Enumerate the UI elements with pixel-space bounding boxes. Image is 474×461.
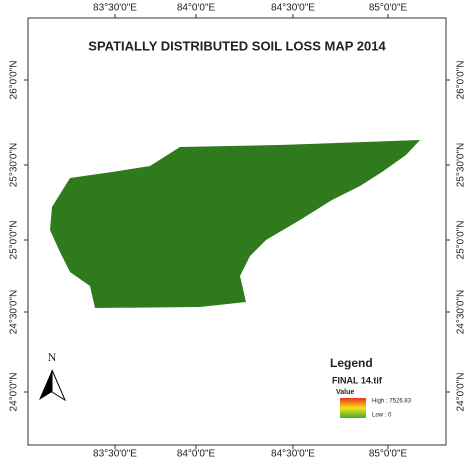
latitude-label: 24°0'0"N: [9, 373, 20, 412]
legend-low: Low : 0: [372, 413, 392, 419]
north-arrow-left: [39, 370, 52, 400]
latitude-label: 25°0'0"N: [9, 221, 20, 260]
legend-high: High : 7526.83: [372, 399, 412, 405]
longitude-label: 85°0'0"E: [369, 449, 408, 460]
north-arrow-right: [51, 369, 67, 402]
map-title: SPATIALLY DISTRIBUTED SOIL LOSS MAP 2014: [88, 38, 386, 53]
latitude-label: 25°30'0"N: [456, 143, 467, 188]
latitude-label: 24°30'0"N: [9, 290, 20, 335]
longitude-label: 83°30'0"E: [93, 3, 137, 14]
legend-ramp: [340, 398, 366, 418]
longitude-label: 84°0'0"E: [177, 3, 216, 14]
latitude-label: 25°0'0"N: [456, 221, 467, 260]
longitude-label: 83°30'0"E: [93, 449, 137, 460]
latitude-label: 24°30'0"N: [456, 290, 467, 335]
graticule-ticks: [24, 14, 450, 449]
latitude-label: 25°30'0"N: [9, 143, 20, 188]
longitude-label: 84°30'0"E: [271, 449, 315, 460]
map-frame: [27, 17, 447, 446]
latitude-label: 26°0'0"N: [9, 61, 20, 100]
latitude-label: 24°0'0"N: [456, 373, 467, 412]
longitude-label: 84°30'0"E: [271, 3, 315, 14]
north-arrow: N: [39, 350, 67, 402]
watershed-area: [50, 140, 420, 308]
longitude-label: 84°0'0"E: [177, 449, 216, 460]
latitude-label: 26°0'0"N: [456, 61, 467, 100]
legend-field: Value: [336, 389, 354, 396]
north-label: N: [48, 350, 57, 364]
coordinate-labels: 83°30'0"E 83°30'0"E 84°0'0"E 84°0'0"E 84°30'…: [9, 3, 467, 460]
legend: Legend FINAL 14.tif Value High : 7526.83…: [330, 356, 412, 418]
longitude-label: 85°0'0"E: [369, 3, 408, 14]
legend-layer: FINAL 14.tif: [332, 375, 383, 385]
legend-title: Legend: [330, 356, 373, 370]
